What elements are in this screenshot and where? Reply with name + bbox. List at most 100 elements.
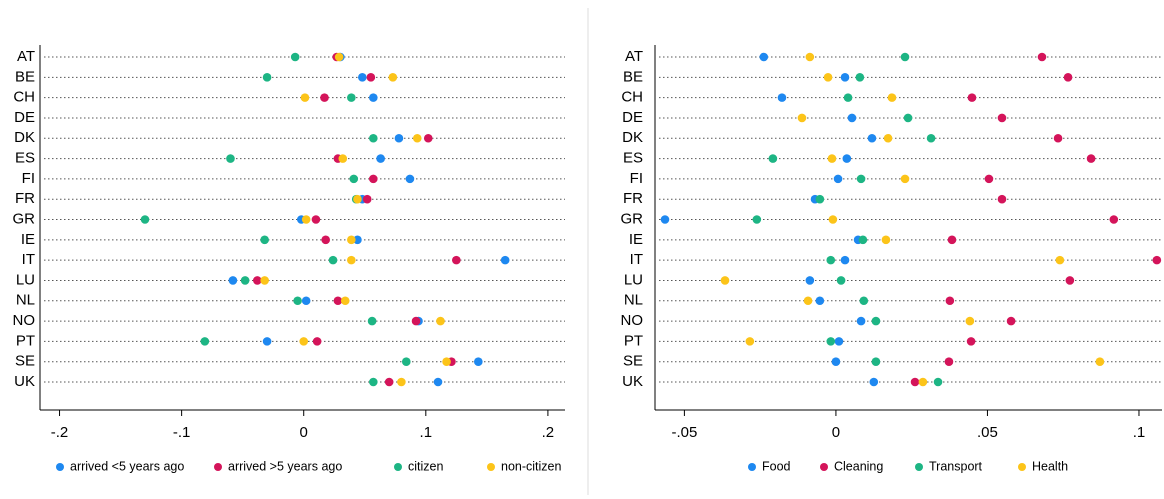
dot xyxy=(366,73,376,82)
dot xyxy=(411,316,421,326)
dot xyxy=(228,276,238,285)
dot xyxy=(768,154,778,163)
legend-label: Cleaning xyxy=(834,459,883,473)
dot xyxy=(855,73,865,82)
dot xyxy=(847,113,857,123)
dot xyxy=(1055,255,1065,265)
dot xyxy=(349,174,359,184)
dot xyxy=(752,215,762,224)
dot xyxy=(474,357,483,366)
dot xyxy=(805,276,815,285)
category-label: NO xyxy=(13,312,36,329)
legend-swatch xyxy=(820,463,828,471)
dot xyxy=(859,296,869,306)
dot xyxy=(815,194,825,204)
dot xyxy=(827,154,837,163)
dot xyxy=(321,235,330,245)
dot xyxy=(947,235,957,245)
dot xyxy=(856,174,866,184)
category-label: NL xyxy=(16,292,35,309)
category-label: PT xyxy=(624,332,643,349)
legend-label: Food xyxy=(762,459,791,473)
dot xyxy=(353,194,362,204)
legend-swatch xyxy=(394,463,402,471)
dot xyxy=(803,296,813,306)
dot xyxy=(945,296,955,306)
dot xyxy=(328,255,338,265)
dot xyxy=(966,337,976,346)
dot xyxy=(369,377,378,387)
dot xyxy=(828,215,838,224)
dot xyxy=(944,357,954,366)
category-label: AT xyxy=(17,48,35,65)
dot xyxy=(362,194,372,204)
dot xyxy=(1063,73,1073,82)
category-label: UK xyxy=(622,373,643,390)
legend-label: Transport xyxy=(929,459,983,473)
dot xyxy=(452,255,461,265)
dot xyxy=(384,377,394,387)
dot xyxy=(997,194,1007,204)
dot xyxy=(358,73,367,82)
legend-swatch xyxy=(1018,463,1026,471)
dot xyxy=(967,93,977,102)
dot xyxy=(997,113,1007,123)
dot xyxy=(1037,52,1047,62)
dot xyxy=(933,377,943,387)
dot xyxy=(412,133,422,143)
legend-label: citizen xyxy=(408,459,443,473)
category-label: PT xyxy=(16,332,35,349)
dot xyxy=(369,174,378,184)
dot xyxy=(1109,215,1119,224)
dot xyxy=(826,337,836,346)
dot xyxy=(826,255,836,265)
legend-label: non-citizen xyxy=(501,459,561,473)
category-label: DE xyxy=(14,109,35,126)
dot xyxy=(1053,133,1063,143)
dot xyxy=(299,337,309,346)
dot xyxy=(660,215,670,224)
dot xyxy=(840,255,850,265)
category-label: CH xyxy=(13,89,35,106)
dot xyxy=(843,93,853,102)
category-label: AT xyxy=(625,48,643,65)
dot xyxy=(965,316,975,326)
dot xyxy=(260,235,269,245)
category-label: SE xyxy=(623,353,643,370)
dot xyxy=(831,357,841,366)
dot xyxy=(1006,316,1016,326)
category-label: DK xyxy=(622,129,643,146)
dot xyxy=(745,337,755,346)
dot xyxy=(253,276,262,285)
dot xyxy=(815,296,825,306)
dot xyxy=(369,93,378,102)
dot xyxy=(436,316,445,326)
dot xyxy=(871,316,881,326)
legend-label: arrived <5 years ago xyxy=(70,459,184,473)
category-label: GR xyxy=(621,210,644,227)
category-label: SE xyxy=(15,353,35,370)
dot xyxy=(840,73,850,82)
dot xyxy=(926,133,936,143)
category-label: CH xyxy=(621,89,643,106)
dot xyxy=(340,296,350,306)
dot xyxy=(376,154,385,163)
x-tick-label: -.1 xyxy=(173,424,191,441)
dot xyxy=(423,133,433,143)
category-label: NO xyxy=(621,312,644,329)
dot xyxy=(887,93,897,102)
dot xyxy=(867,133,877,143)
dot xyxy=(842,154,852,163)
category-label: FI xyxy=(630,170,643,187)
dot xyxy=(759,52,769,62)
dot xyxy=(720,276,730,285)
dot xyxy=(338,154,348,163)
dot xyxy=(869,377,879,387)
category-label: FI xyxy=(22,170,35,187)
x-tick-label: 0 xyxy=(300,424,308,441)
legend-label: Health xyxy=(1032,459,1068,473)
legend-swatch xyxy=(915,463,923,471)
category-label: DE xyxy=(622,109,643,126)
dot xyxy=(262,73,272,82)
x-tick-label: 0 xyxy=(832,424,840,441)
